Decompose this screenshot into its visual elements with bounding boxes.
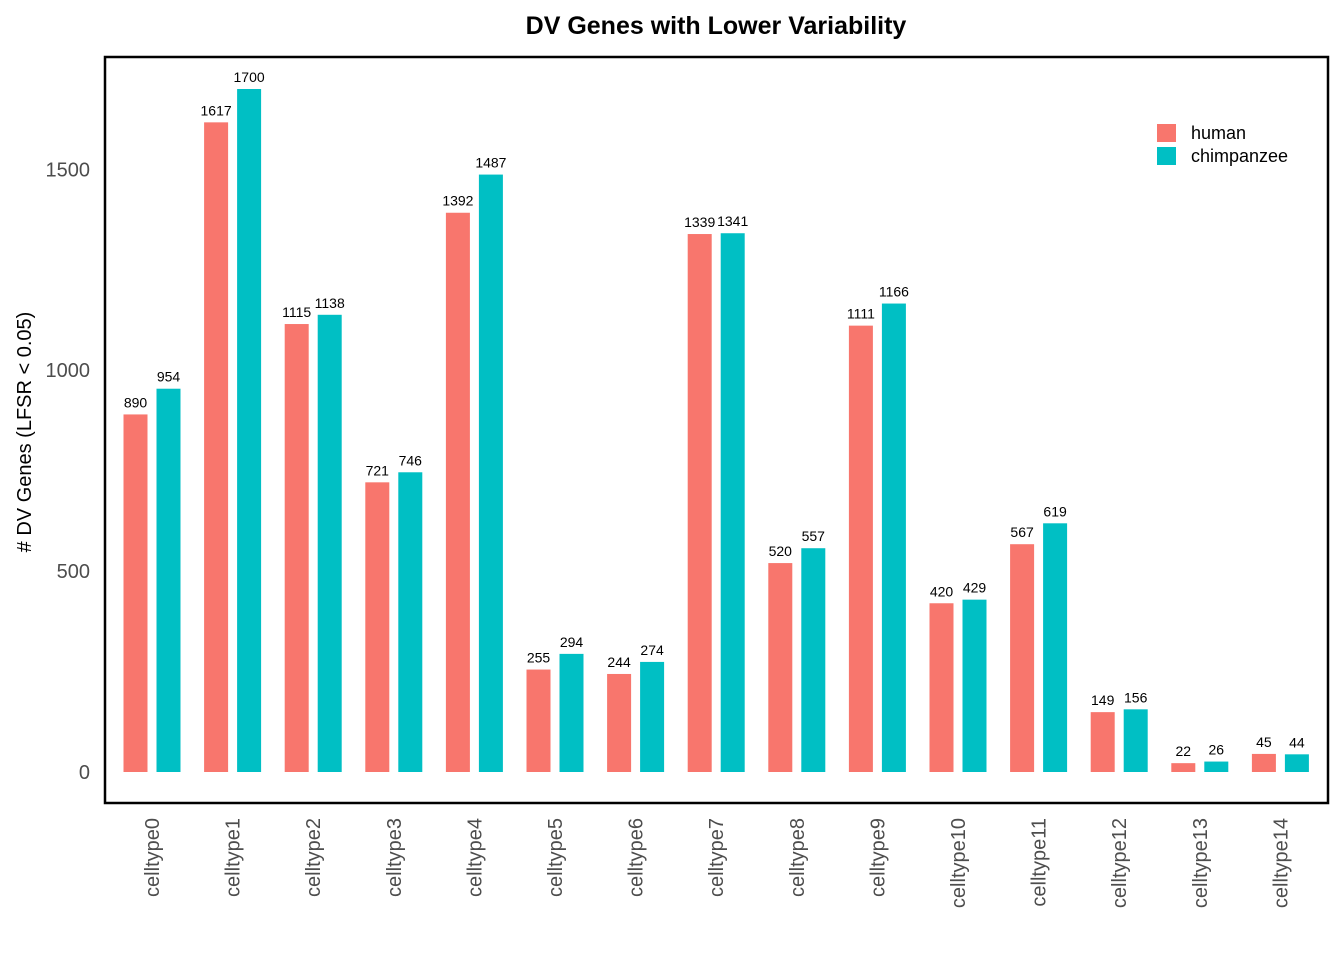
bar-human-celltype1 [204, 122, 229, 772]
x-tick-label: celltype0 [142, 818, 164, 897]
bar-chimpanzee-celltype5 [559, 653, 584, 772]
data-label-chimpanzee-celltype2: 1138 [315, 295, 345, 311]
data-label-chimpanzee-celltype14: 44 [1289, 734, 1305, 750]
data-label-human-celltype2: 1115 [282, 304, 311, 320]
bar-chimpanzee-celltype13 [1204, 761, 1229, 772]
data-label-human-celltype14: 45 [1256, 734, 1272, 750]
x-tick-label: celltype13 [1190, 818, 1212, 908]
y-tick-label: 1500 [46, 159, 91, 181]
bars-group [123, 89, 1309, 773]
x-tick-label: celltype11 [1029, 818, 1051, 907]
legend-label-human: human [1191, 123, 1246, 143]
bar-human-celltype8 [768, 563, 793, 772]
x-tick-label: celltype1 [223, 818, 245, 897]
bar-chimpanzee-celltype11 [1043, 523, 1068, 772]
data-label-chimpanzee-celltype5: 294 [560, 634, 584, 650]
data-label-human-celltype11: 567 [1010, 524, 1034, 540]
bar-human-celltype13 [1171, 763, 1196, 772]
y-tick-label: 0 [79, 762, 90, 784]
x-tick-label: celltype8 [787, 818, 809, 897]
data-label-chimpanzee-celltype3: 746 [399, 452, 423, 468]
legend-swatch-chimpanzee [1157, 147, 1176, 165]
data-label-chimpanzee-celltype10: 429 [963, 580, 987, 596]
data-label-chimpanzee-celltype13: 26 [1209, 742, 1225, 758]
data-label-chimpanzee-celltype8: 557 [802, 528, 826, 544]
legend-label-chimpanzee: chimpanzee [1191, 146, 1288, 166]
x-tick-label: celltype12 [1109, 818, 1131, 908]
bar-chimpanzee-celltype2 [317, 314, 342, 772]
bar-human-celltype0 [123, 414, 148, 772]
bar-chimpanzee-celltype4 [478, 174, 503, 773]
plot-panel-border [103, 55, 1330, 805]
chart-title: DV Genes with Lower Variability [526, 12, 907, 40]
data-label-human-celltype3: 721 [366, 462, 390, 478]
bar-human-celltype7 [687, 234, 712, 773]
bar-chimpanzee-celltype1 [237, 89, 262, 772]
bar-human-celltype10 [929, 603, 954, 772]
bar-human-celltype14 [1251, 753, 1276, 772]
data-label-human-celltype13: 22 [1176, 743, 1192, 759]
y-axis-label: # DV Genes (LFSR < 0.05) [14, 312, 36, 553]
bar-human-celltype9 [848, 325, 873, 772]
x-tick-label: celltype5 [545, 818, 567, 897]
data-label-chimpanzee-celltype1: 1700 [234, 69, 265, 85]
bar-chimpanzee-celltype8 [801, 548, 826, 772]
x-tick-label: celltype14 [1270, 818, 1292, 908]
data-label-human-celltype10: 420 [930, 583, 954, 599]
bar-chimpanzee-celltype10 [962, 599, 987, 772]
bar-human-celltype6 [607, 673, 632, 772]
bar-human-celltype12 [1090, 712, 1115, 772]
x-axis-ticks: celltype0 celltype1 celltype2 celltype3 cell… [142, 818, 1292, 908]
bar-human-celltype5 [526, 669, 551, 772]
data-label-human-celltype8: 520 [769, 543, 793, 559]
x-tick-label: celltype3 [384, 818, 406, 897]
data-label-chimpanzee-celltype0: 954 [157, 369, 181, 385]
bar-chimpanzee-celltype6 [640, 661, 665, 772]
data-label-human-celltype4: 1392 [442, 193, 473, 209]
bar-chimpanzee-celltype7 [720, 233, 745, 773]
bar-chimpanzee-celltype14 [1284, 754, 1309, 772]
bar-chimpanzee-celltype3 [398, 472, 423, 772]
bar-human-celltype2 [284, 324, 309, 772]
x-tick-label: celltype2 [303, 818, 325, 897]
bar-human-celltype11 [1010, 544, 1035, 772]
data-label-chimpanzee-celltype6: 274 [640, 642, 664, 658]
data-label-chimpanzee-celltype11: 619 [1043, 503, 1067, 519]
x-tick-label: celltype10 [948, 818, 970, 908]
y-tick-label: 500 [57, 561, 90, 583]
bar-chimpanzee-celltype12 [1123, 709, 1148, 772]
data-label-human-celltype12: 149 [1091, 692, 1115, 708]
y-tick-label: 1000 [46, 360, 91, 382]
legend-swatch-human [1157, 124, 1176, 142]
x-tick-label: celltype9 [867, 818, 889, 897]
data-label-human-celltype0: 890 [124, 394, 148, 410]
data-label-chimpanzee-celltype12: 156 [1124, 689, 1148, 705]
data-label-chimpanzee-celltype4: 1487 [475, 155, 506, 171]
data-label-chimpanzee-celltype9: 1166 [879, 284, 909, 300]
data-label-human-celltype5: 255 [527, 650, 551, 666]
data-label-human-celltype9: 1111 [847, 306, 875, 322]
x-tick-label: celltype4 [464, 818, 486, 897]
x-tick-label: celltype7 [706, 818, 728, 897]
legend: human chimpanzee [1157, 123, 1288, 166]
bar-human-celltype3 [365, 482, 390, 772]
data-label-chimpanzee-celltype7: 1341 [717, 213, 748, 229]
bar-human-celltype4 [445, 212, 470, 772]
data-label-human-celltype6: 244 [607, 654, 631, 670]
bar-chimpanzee-celltype0 [156, 388, 181, 772]
data-label-human-celltype7: 1339 [684, 214, 715, 230]
y-axis-ticks: 0 500 1000 1500 [46, 159, 91, 784]
bar-chimpanzee-celltype9 [881, 303, 906, 772]
data-label-human-celltype1: 1617 [201, 102, 232, 118]
x-tick-label: celltype6 [626, 818, 648, 897]
